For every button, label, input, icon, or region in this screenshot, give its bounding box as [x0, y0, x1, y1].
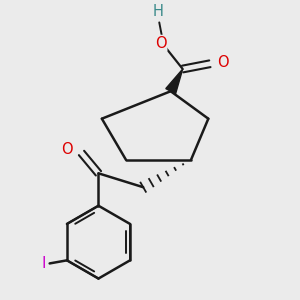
Text: O: O [155, 36, 166, 51]
Polygon shape [166, 69, 183, 94]
Text: H: H [152, 4, 163, 19]
Text: O: O [218, 55, 229, 70]
Text: I: I [41, 256, 46, 271]
Text: O: O [61, 142, 73, 158]
